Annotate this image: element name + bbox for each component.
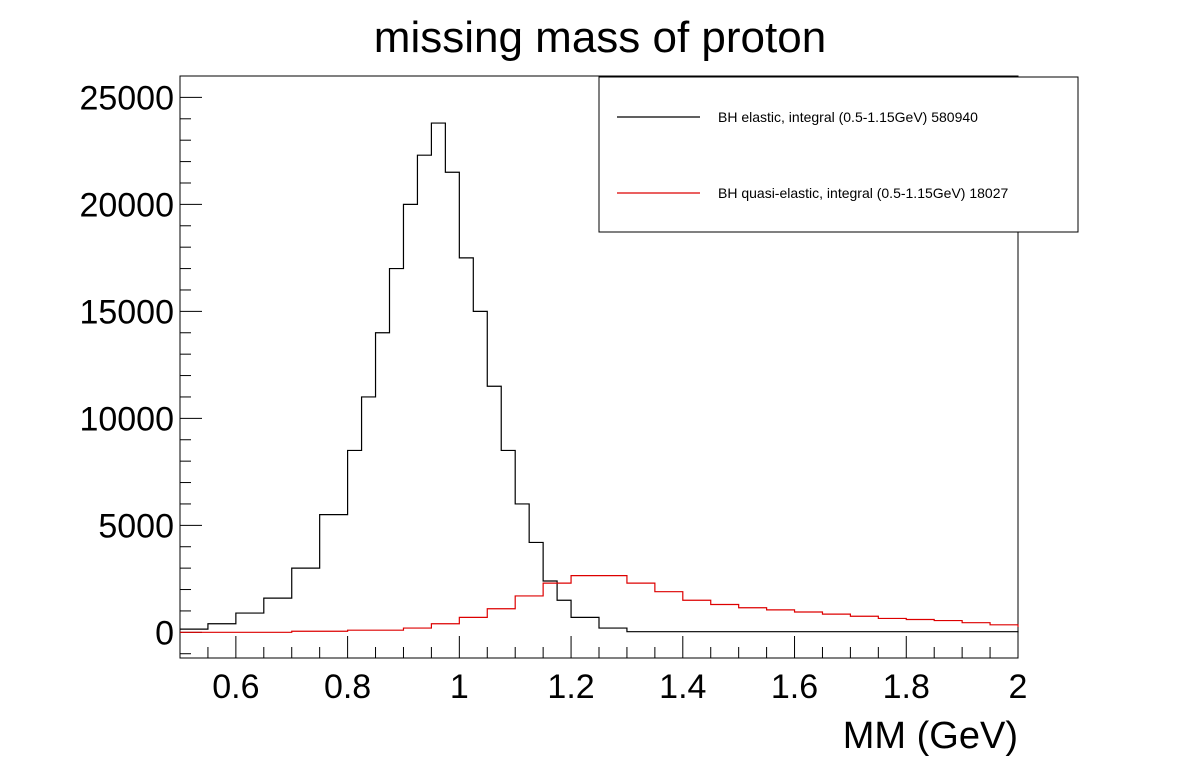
x-tick-label: 1.4	[659, 668, 706, 706]
x-tick-label: 1	[450, 668, 469, 706]
legend-label-1: BH quasi-elastic, integral (0.5-1.15GeV)…	[718, 185, 1008, 201]
x-tick-label: 1.6	[771, 668, 818, 706]
y-tick-label: 15000	[79, 293, 174, 331]
series-layer	[180, 122, 1019, 633]
y-tick-label: 10000	[79, 400, 174, 438]
y-tick-label: 20000	[79, 186, 174, 224]
y-tick-label: 25000	[79, 79, 174, 117]
x-axis-label: MM (GeV)	[843, 715, 1018, 757]
series-0-line	[180, 122, 1019, 633]
x-tick-label: 0.6	[212, 668, 259, 706]
x-tick-label: 2	[1009, 668, 1028, 706]
series-1-line	[180, 575, 1019, 633]
y-axis: 0 5000 10000 15000 20000 25000	[79, 75, 202, 655]
legend-box	[598, 76, 1079, 233]
y-tick-label: 0	[155, 614, 174, 652]
x-axis: 0.6 0.8 1 1.2 1.4 1.6 1.8 2	[179, 636, 1028, 706]
legend-label-0: BH elastic, integral (0.5-1.15GeV) 58094…	[718, 109, 978, 125]
x-tick-label: 0.8	[324, 668, 371, 706]
x-tick-label: 1.8	[883, 668, 930, 706]
y-tick-label: 5000	[98, 507, 174, 545]
x-tick-label: 1.2	[547, 668, 594, 706]
chart-title: missing mass of proton	[374, 13, 826, 62]
legend: BH elastic, integral (0.5-1.15GeV) 58094…	[617, 109, 1008, 201]
